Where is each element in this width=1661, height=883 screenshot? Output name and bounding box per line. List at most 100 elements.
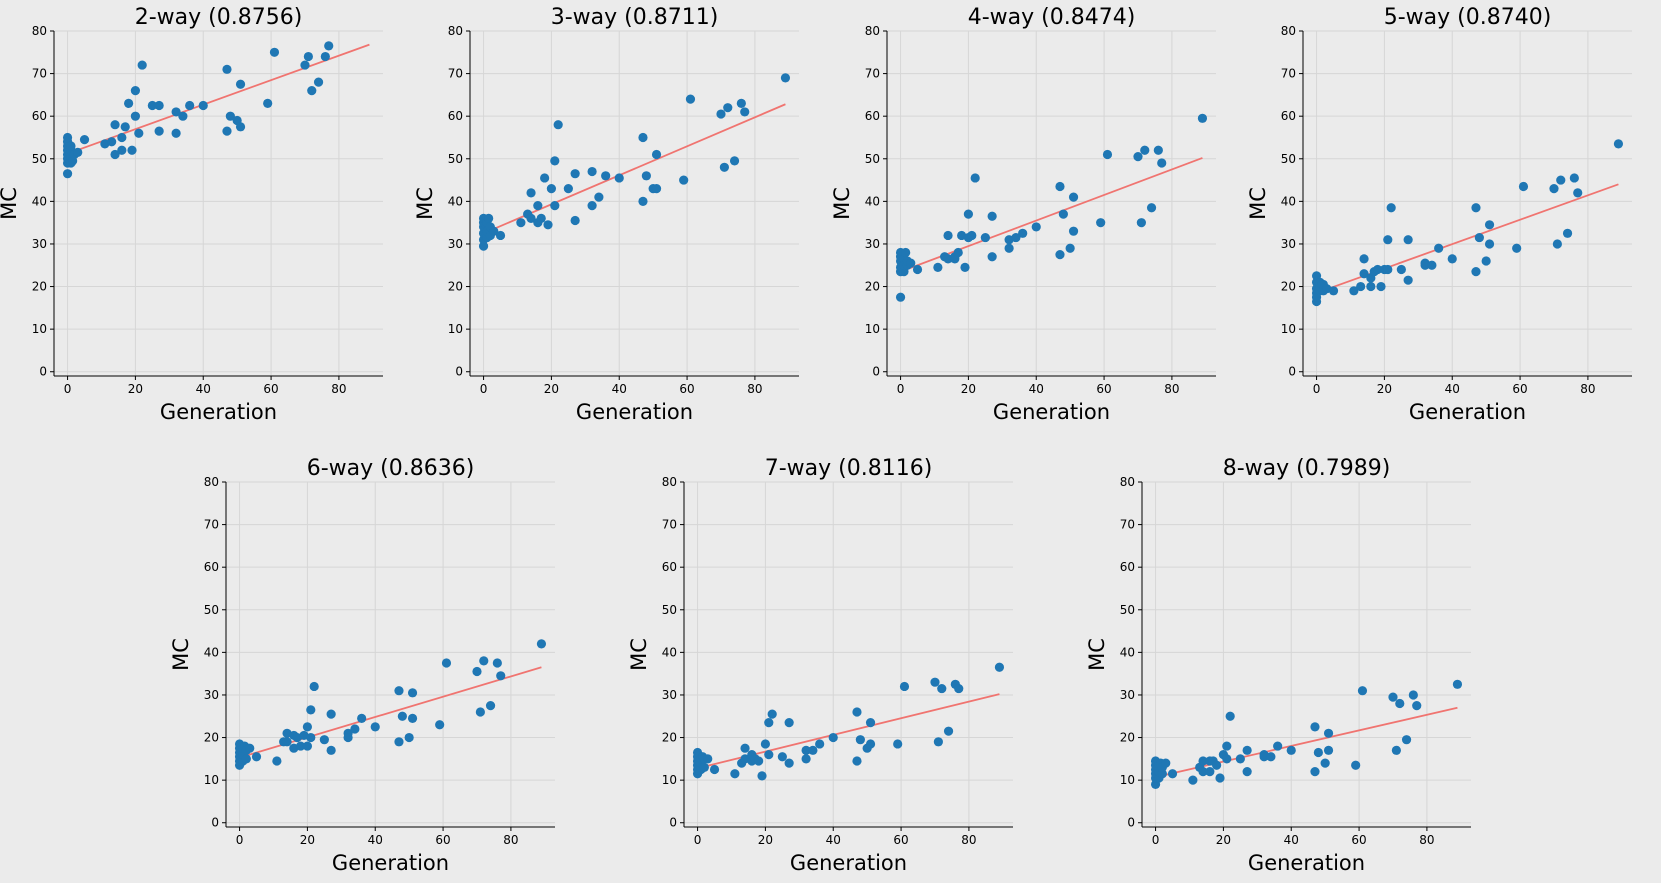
data-point [587,166,597,177]
x-tick-label: 20 [128,382,143,396]
data-point [263,98,273,109]
x-tick-label: 60 [1351,833,1366,847]
data-point [137,60,147,70]
data-point [73,147,83,157]
data-point [272,756,282,766]
data-point [1512,243,1522,253]
y-tick-label: 70 [448,67,463,81]
data-point [171,107,181,117]
data-point [912,264,923,275]
data-point [1383,264,1393,275]
y-axis-label: MC [627,638,651,671]
y-tick-label: 70 [865,67,880,81]
x-tick-label: 60 [679,382,694,396]
data-point [808,745,818,755]
x-tick-label: 20 [300,833,315,847]
y-tick-label: 20 [1281,280,1296,294]
data-point [178,111,188,121]
data-point [1058,209,1068,219]
data-point [1313,747,1323,758]
data-point [319,735,329,745]
data-point [614,173,624,183]
y-tick-label: 60 [204,560,219,574]
data-point [1212,760,1222,770]
data-point [1452,679,1463,689]
data-point [933,262,943,272]
data-point [1310,722,1320,732]
y-tick-label: 70 [662,518,677,532]
data-point [309,681,319,692]
data-point [906,258,916,268]
data-point [1396,264,1406,275]
data-point [536,639,547,649]
x-tick-label: 80 [1164,382,1179,396]
data-point [1395,698,1405,709]
data-point [110,149,120,160]
data-point [1376,281,1386,292]
data-point [1356,281,1366,292]
x-tick-label: 80 [961,833,976,847]
x-tick-label: 0 [64,382,72,396]
data-point [117,145,127,155]
x-axis-label: Generation [790,851,907,875]
y-tick-label: 80 [1120,475,1135,489]
x-tick-label: 20 [544,382,559,396]
y-tick-label: 20 [662,731,677,745]
data-point [1242,745,1252,755]
data-point [1215,773,1225,783]
data-point [550,156,560,166]
data-point [241,754,251,764]
trend-line [900,157,1203,273]
y-axis-label: MC [830,187,854,220]
data-point [1198,756,1208,766]
y-axis-label: MC [1246,187,1270,220]
data-point [282,737,292,747]
data-point [489,226,499,236]
data-point [485,701,496,711]
data-point [764,749,774,760]
data-point [699,762,709,772]
data-point [1055,181,1065,192]
data-point [1286,745,1296,755]
data-point [967,230,977,241]
data-point [526,213,536,224]
subplot-title: 7-way (0.8116) [765,456,933,481]
y-tick-label: 50 [1281,152,1296,166]
data-point [1373,264,1383,275]
data-point [651,149,662,160]
data-point [953,247,963,258]
data-point [852,707,862,717]
data-point [1562,228,1573,238]
data-point [225,111,235,121]
y-tick-label: 0 [455,365,463,379]
x-tick-label: 20 [961,382,976,396]
data-point [1235,754,1245,764]
x-tick-label: 40 [612,382,627,396]
data-point [994,662,1005,672]
y-tick-label: 10 [448,322,463,336]
y-tick-label: 10 [1281,322,1296,336]
data-point [66,141,76,151]
data-point [570,169,580,179]
data-point [1434,243,1444,253]
data-point [1018,228,1028,238]
data-point [1153,145,1163,155]
data-point [62,169,73,179]
data-point [1188,775,1198,785]
data-point [303,51,313,62]
x-axis-label: Generation [160,400,277,424]
data-point [394,737,404,747]
data-point [987,252,997,262]
data-point [320,51,330,62]
y-tick-label: 10 [1120,773,1135,787]
data-point [198,100,208,111]
y-tick-label: 10 [32,322,47,336]
data-point [1391,745,1401,755]
x-tick-label: 0 [1152,833,1160,847]
data-point [716,109,726,119]
subplot-4: 0 20 40 60 80 0 10 20 30 40 50 60 70 80 5-way (0.8740)… [1246,5,1632,424]
data-point [404,732,414,743]
data-point [296,741,306,751]
data-point [943,726,954,736]
y-tick-label: 40 [865,194,880,208]
